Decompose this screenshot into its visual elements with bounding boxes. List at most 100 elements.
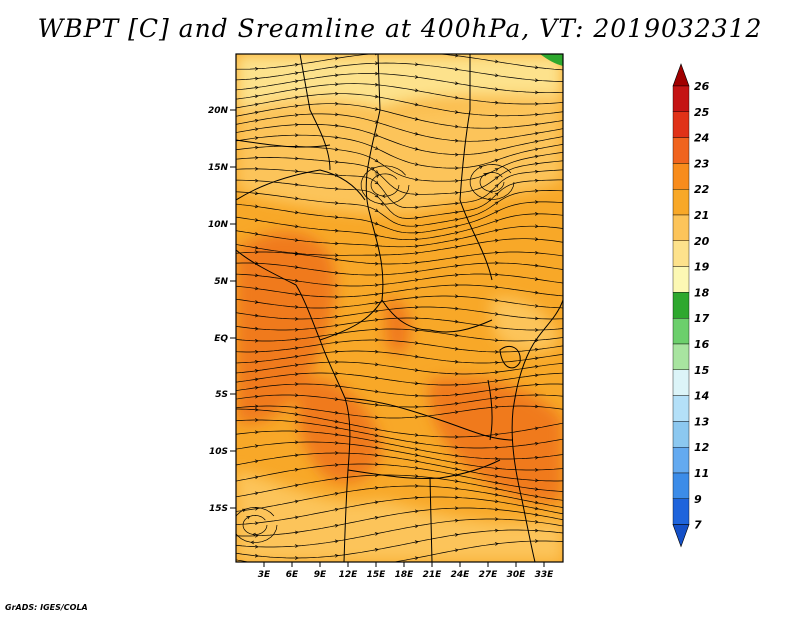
colorbar-segment bbox=[672, 111, 690, 138]
streamline-arrow bbox=[494, 219, 499, 223]
lon-label-21e: 21E bbox=[423, 570, 443, 580]
streamline-arrow bbox=[374, 402, 379, 407]
streamline-arrow bbox=[374, 500, 379, 505]
streamline-arrow bbox=[454, 371, 459, 376]
boundary-7 bbox=[429, 477, 433, 562]
streamline-arrow bbox=[534, 426, 539, 431]
colorbar-label: 7 bbox=[694, 519, 702, 532]
streamline-arrow bbox=[414, 540, 419, 544]
streamline-arrow bbox=[294, 144, 299, 149]
streamline-arrow bbox=[494, 507, 499, 512]
streamline-arrow bbox=[494, 387, 499, 392]
streamline-arrow bbox=[335, 91, 339, 96]
streamline bbox=[236, 474, 563, 501]
streamline-arrow bbox=[534, 404, 539, 409]
streamline-arrow bbox=[414, 88, 419, 93]
streamline-arrow bbox=[374, 389, 379, 394]
streamline-arrow bbox=[254, 102, 259, 107]
streamline-arrow bbox=[494, 210, 499, 214]
streamline-arrow bbox=[534, 212, 539, 216]
streamline-arrow bbox=[295, 556, 299, 560]
streamline-arrow bbox=[494, 87, 499, 91]
streamline bbox=[236, 441, 563, 471]
streamline-arrow bbox=[494, 445, 499, 450]
streamline bbox=[236, 73, 563, 94]
streamline-arrow bbox=[494, 59, 499, 64]
streamline-arrow bbox=[254, 250, 259, 254]
streamline-arrow bbox=[294, 133, 299, 138]
streamline-arrow bbox=[374, 375, 379, 380]
streamline-arrow bbox=[254, 76, 259, 81]
streamline-arrow bbox=[254, 360, 259, 364]
streamline-arrow bbox=[534, 487, 539, 491]
streamline-arrow bbox=[335, 451, 339, 455]
streamline-arrow bbox=[494, 238, 499, 243]
streamline-arrow bbox=[374, 273, 379, 277]
streamline bbox=[236, 225, 563, 248]
streamline-arrow bbox=[254, 369, 259, 373]
colorbar-segment bbox=[672, 447, 690, 474]
streamline-arrow bbox=[414, 466, 419, 470]
streamline bbox=[236, 295, 563, 309]
streamline bbox=[236, 145, 563, 182]
streamline-arrow bbox=[414, 295, 419, 300]
streamline-arrow bbox=[534, 304, 539, 308]
streamline-arrow bbox=[374, 180, 379, 185]
streamline-arrow bbox=[414, 117, 419, 121]
longitude-axis: 3E 6E 9E 12E 15E 18E 21E 24E 27E 30E 33E bbox=[258, 562, 554, 580]
streamline-arrow bbox=[254, 261, 259, 266]
streamline-arrow bbox=[454, 124, 459, 129]
streamline-arrow bbox=[294, 71, 299, 75]
streamline-arrow bbox=[334, 201, 339, 205]
colorbar-segment bbox=[672, 498, 690, 525]
lon-label-18e: 18E bbox=[395, 570, 415, 580]
streamline-arrow bbox=[494, 137, 499, 142]
streamline-arrow bbox=[374, 532, 379, 536]
temperature-field bbox=[236, 54, 563, 570]
streamline-arrow bbox=[415, 484, 419, 488]
streamline-arrow bbox=[414, 440, 419, 445]
streamline-arrow bbox=[374, 516, 379, 520]
streamline-arrow bbox=[534, 147, 539, 152]
streamline-arrow bbox=[254, 459, 259, 464]
colorbar-segment bbox=[672, 266, 690, 293]
streamline-arrow bbox=[246, 516, 251, 520]
streamline bbox=[236, 419, 563, 449]
streamline-arrow bbox=[454, 486, 459, 491]
streamline-arrow bbox=[294, 327, 299, 332]
lat-label-10n: 10N bbox=[208, 220, 229, 230]
lon-label-6e: 6E bbox=[286, 570, 299, 580]
streamline-arrow bbox=[335, 567, 338, 570]
streamline-arrow bbox=[494, 158, 499, 163]
lon-label-12e: 12E bbox=[339, 570, 359, 580]
streamline-arrow bbox=[414, 405, 419, 409]
colorbar-segment bbox=[672, 214, 690, 241]
streamline-arrow bbox=[534, 441, 539, 446]
streamline-arrow bbox=[374, 94, 379, 99]
streamline-arrow bbox=[454, 283, 459, 287]
streamline bbox=[236, 134, 563, 169]
streamline-arrow bbox=[534, 494, 539, 499]
streamline-arrow bbox=[414, 205, 419, 210]
lat-label-5n: 5N bbox=[214, 277, 228, 287]
streamline-arrow bbox=[534, 78, 539, 83]
streamline-arrow bbox=[294, 224, 299, 229]
streamline bbox=[236, 190, 563, 227]
streamline-arrow bbox=[374, 349, 379, 354]
streamline-arrow bbox=[375, 564, 378, 567]
streamline-arrow bbox=[294, 337, 299, 342]
streamline-arrow bbox=[294, 210, 299, 215]
streamline-arrow bbox=[454, 54, 459, 58]
streamline-arrow bbox=[534, 520, 539, 524]
streamline-arrow bbox=[374, 82, 379, 87]
streamline-arrow bbox=[494, 176, 499, 180]
streamline bbox=[236, 284, 563, 298]
streamline-arrow bbox=[294, 196, 299, 201]
streamline-arrow bbox=[534, 506, 539, 511]
streamline-arrow bbox=[254, 286, 259, 291]
streamline-arrow bbox=[374, 261, 379, 266]
streamline-arrow bbox=[534, 189, 539, 193]
streamline-arrow bbox=[334, 228, 339, 233]
streamline-arrow bbox=[534, 512, 539, 517]
streamline-arrow bbox=[454, 210, 459, 215]
